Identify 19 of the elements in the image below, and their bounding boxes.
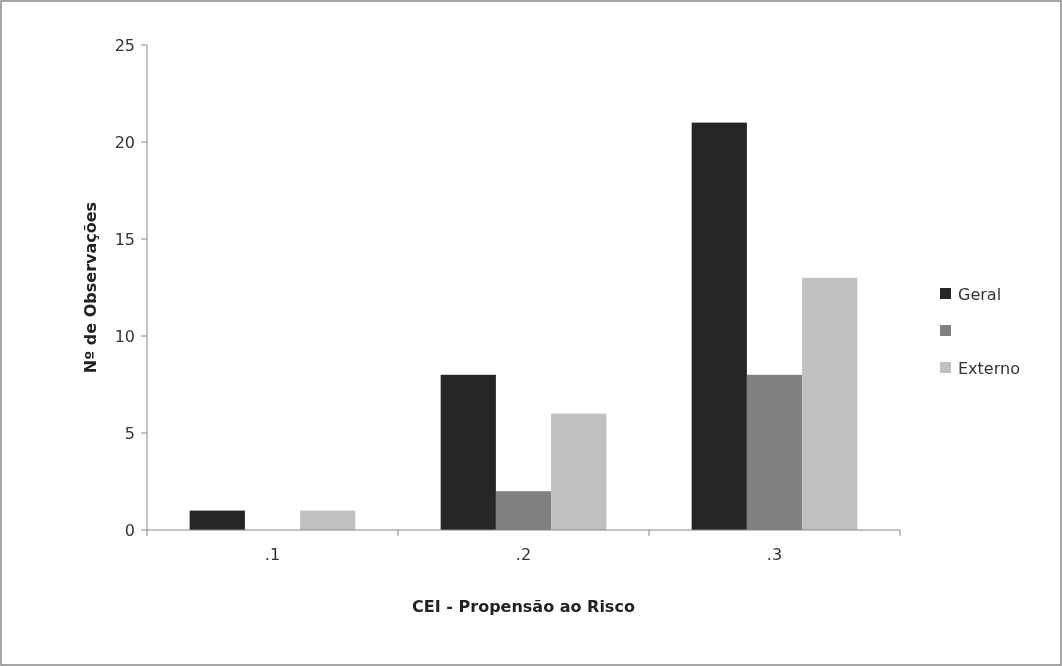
y-tick-label: 20 (114, 132, 135, 152)
legend-label: Externo (958, 358, 1020, 378)
y-axis-title: Nº de Observações (81, 201, 100, 374)
x-tick-label: .3 (766, 545, 783, 564)
legend-label: Geral (958, 284, 1002, 304)
bar (551, 413, 607, 530)
x-axis-title: CEI - Propensão ao Risco (412, 597, 635, 616)
bar (189, 510, 245, 530)
bar (802, 277, 858, 530)
y-tick-label: 25 (114, 35, 135, 55)
y-tick-label: 15 (114, 229, 135, 249)
y-tick-label: 10 (114, 326, 135, 346)
bar (691, 122, 747, 530)
bar (300, 510, 356, 530)
x-tick-label: .2 (515, 545, 532, 564)
x-tick-label: .1 (264, 545, 281, 564)
y-tick-label: 5 (124, 423, 135, 443)
y-tick-label: 0 (124, 520, 135, 540)
bar (440, 374, 496, 530)
